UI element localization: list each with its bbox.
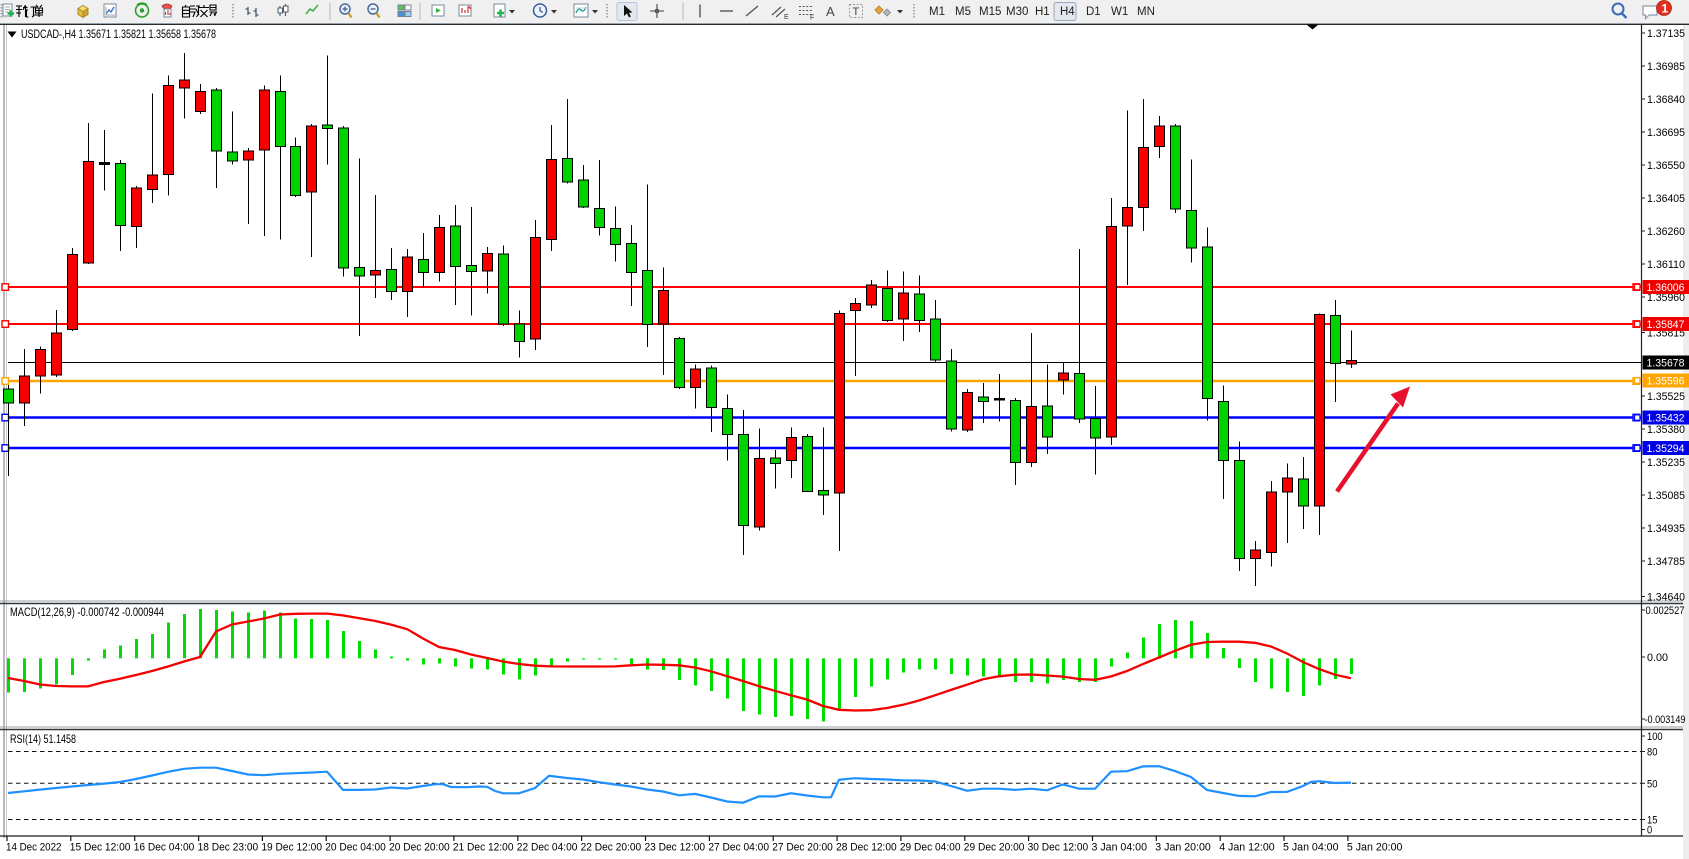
svg-text:16 Dec 04:00: 16 Dec 04:00 — [134, 842, 195, 854]
svg-text:E: E — [784, 14, 789, 21]
svg-text:H1: H1 — [1035, 6, 1050, 18]
svg-text:1.36110: 1.36110 — [1647, 259, 1685, 271]
svg-text:20 Dec 20:00: 20 Dec 20:00 — [389, 842, 450, 854]
svg-text:1.35432: 1.35432 — [1647, 413, 1685, 425]
svg-text:22 Dec 20:00: 22 Dec 20:00 — [581, 842, 642, 854]
svg-text:27 Dec 20:00: 27 Dec 20:00 — [772, 842, 833, 854]
svg-text:1.35380: 1.35380 — [1647, 424, 1685, 436]
svg-text:100: 100 — [1647, 731, 1663, 743]
svg-text:1.34640: 1.34640 — [1647, 592, 1685, 604]
svg-text:29 Dec 20:00: 29 Dec 20:00 — [964, 842, 1025, 854]
svg-text:1.35678: 1.35678 — [1647, 358, 1685, 370]
svg-text:15: 15 — [1647, 815, 1657, 827]
svg-text:30 Dec 12:00: 30 Dec 12:00 — [1028, 842, 1089, 854]
svg-text:1.35085: 1.35085 — [1647, 490, 1685, 502]
svg-text:1.35596: 1.35596 — [1647, 376, 1685, 388]
svg-text:23 Dec 12:00: 23 Dec 12:00 — [645, 842, 706, 854]
svg-text:1.36695: 1.36695 — [1647, 127, 1685, 139]
svg-text:5 Jan 04:00: 5 Jan 04:00 — [1283, 842, 1339, 854]
svg-text:1.36550: 1.36550 — [1647, 160, 1685, 172]
svg-text:1.35235: 1.35235 — [1647, 457, 1685, 469]
svg-text:1.36405: 1.36405 — [1647, 193, 1685, 205]
svg-text:28 Dec 12:00: 28 Dec 12:00 — [836, 842, 897, 854]
svg-text:27 Dec 04:00: 27 Dec 04:00 — [708, 842, 769, 854]
svg-text:H4: H4 — [1060, 6, 1075, 18]
svg-text:3 Jan 20:00: 3 Jan 20:00 — [1155, 842, 1211, 854]
svg-text:0.00: 0.00 — [1647, 652, 1668, 664]
svg-text:1.35847: 1.35847 — [1647, 319, 1685, 331]
svg-text:19 Dec 12:00: 19 Dec 12:00 — [261, 842, 322, 854]
svg-text:4 Jan 12:00: 4 Jan 12:00 — [1219, 842, 1275, 854]
svg-text:21 Dec 12:00: 21 Dec 12:00 — [453, 842, 514, 854]
svg-text:20 Dec 04:00: 20 Dec 04:00 — [325, 842, 386, 854]
svg-text:1.34935: 1.34935 — [1647, 523, 1685, 535]
svg-text:29 Dec 04:00: 29 Dec 04:00 — [900, 842, 961, 854]
svg-text:1.37135: 1.37135 — [1647, 28, 1685, 40]
svg-text:1: 1 — [1662, 2, 1669, 16]
svg-text:M1: M1 — [929, 6, 945, 18]
svg-text:1.34785: 1.34785 — [1647, 556, 1685, 568]
svg-text:50: 50 — [1647, 778, 1657, 790]
svg-text:1.36985: 1.36985 — [1647, 61, 1685, 73]
svg-text:0: 0 — [1647, 825, 1652, 837]
svg-text:A: A — [826, 4, 835, 19]
svg-text:1.36840: 1.36840 — [1647, 94, 1685, 106]
svg-text:1.35960: 1.35960 — [1647, 292, 1685, 304]
svg-text:RSI(14) 51.1458: RSI(14) 51.1458 — [10, 732, 76, 746]
svg-text:-0.003149: -0.003149 — [1645, 714, 1686, 726]
svg-text:M5: M5 — [955, 6, 971, 18]
svg-text:3 Jan 04:00: 3 Jan 04:00 — [1092, 842, 1148, 854]
svg-text:MACD(12,26,9) -0.000742 -0.000: MACD(12,26,9) -0.000742 -0.000944 — [10, 605, 164, 619]
svg-text:1.36260: 1.36260 — [1647, 226, 1685, 238]
svg-text:18 Dec 23:00: 18 Dec 23:00 — [198, 842, 259, 854]
svg-text:22 Dec 04:00: 22 Dec 04:00 — [517, 842, 578, 854]
svg-text:T: T — [853, 6, 860, 18]
svg-text:5 Jan 20:00: 5 Jan 20:00 — [1347, 842, 1403, 854]
svg-text:1.36006: 1.36006 — [1647, 282, 1685, 294]
svg-text:1.35525: 1.35525 — [1647, 391, 1685, 403]
svg-text:M30: M30 — [1006, 6, 1028, 18]
svg-text:14 Dec 2022: 14 Dec 2022 — [6, 842, 62, 854]
svg-text:15 Dec 12:00: 15 Dec 12:00 — [70, 842, 131, 854]
svg-text:80: 80 — [1647, 747, 1657, 759]
svg-text:USDCAD-,H4 1.35671 1.35821 1.: USDCAD-,H4 1.35671 1.35821 1.35658 1.356… — [21, 27, 216, 41]
svg-text:W1: W1 — [1111, 6, 1128, 18]
svg-text:MN: MN — [1137, 6, 1155, 18]
svg-text:1.35294: 1.35294 — [1647, 443, 1685, 455]
svg-text:0.002527: 0.002527 — [1646, 605, 1685, 617]
svg-text:F: F — [810, 15, 814, 22]
svg-text:D1: D1 — [1086, 6, 1101, 18]
svg-text:M15: M15 — [979, 6, 1001, 18]
